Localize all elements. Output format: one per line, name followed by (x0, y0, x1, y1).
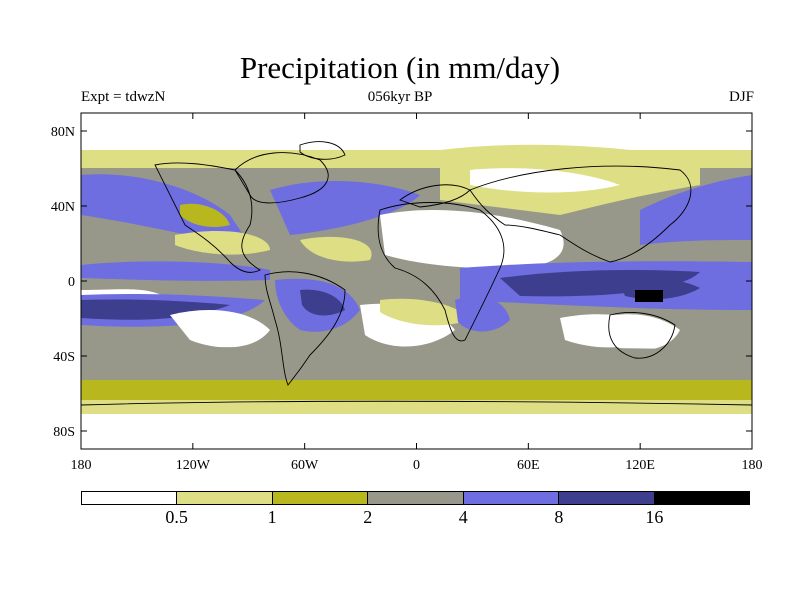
lon-tick-label: 180 (742, 458, 763, 473)
lon-tick-label: 120W (176, 458, 211, 473)
experiment-label: Expt = tdwzN (81, 89, 166, 105)
colorbar-box (272, 492, 369, 504)
colorbar (81, 491, 750, 505)
lon-tick-label: 180 (71, 458, 92, 473)
colorbar-box (559, 492, 655, 504)
coastlines (81, 141, 752, 406)
lat-tick-label: 40N (51, 200, 75, 215)
colorbar-label: 16 (645, 507, 664, 527)
season-label: DJF (728, 89, 754, 105)
lat-tick-label: 80N (51, 125, 75, 140)
lat-tick-label: 80S (53, 425, 75, 440)
precip-field (81, 113, 752, 449)
colorbar-box (177, 492, 273, 504)
plot-title: Precipitation (in mm/day) (239, 50, 561, 85)
lon-tick-label: 60W (291, 458, 319, 473)
lon-tick-label: 120E (625, 458, 655, 473)
period-label: 056kyr BP (367, 89, 433, 105)
axis-ticks (80, 113, 753, 449)
colorbar-box (82, 492, 178, 504)
colorbar-box (368, 492, 464, 504)
lon-tick-label: 60E (517, 458, 540, 473)
lat-tick-label: 40S (53, 350, 75, 365)
colorbar-label: 2 (363, 507, 373, 527)
colorbar-box (463, 492, 560, 504)
lon-tick-label: 0 (413, 458, 420, 473)
colorbar-label: 0.5 (165, 507, 188, 527)
colorbar-box (654, 492, 749, 504)
lat-tick-label: 0 (68, 275, 75, 290)
colorbar-label: 1 (267, 507, 277, 527)
axis-labels: 80N 40N 0 40S 80S 180 120W 60W 0 60E 120E 180 (51, 125, 763, 473)
colorbar-label: 8 (554, 507, 564, 527)
colorbar-label: 4 (458, 507, 468, 527)
